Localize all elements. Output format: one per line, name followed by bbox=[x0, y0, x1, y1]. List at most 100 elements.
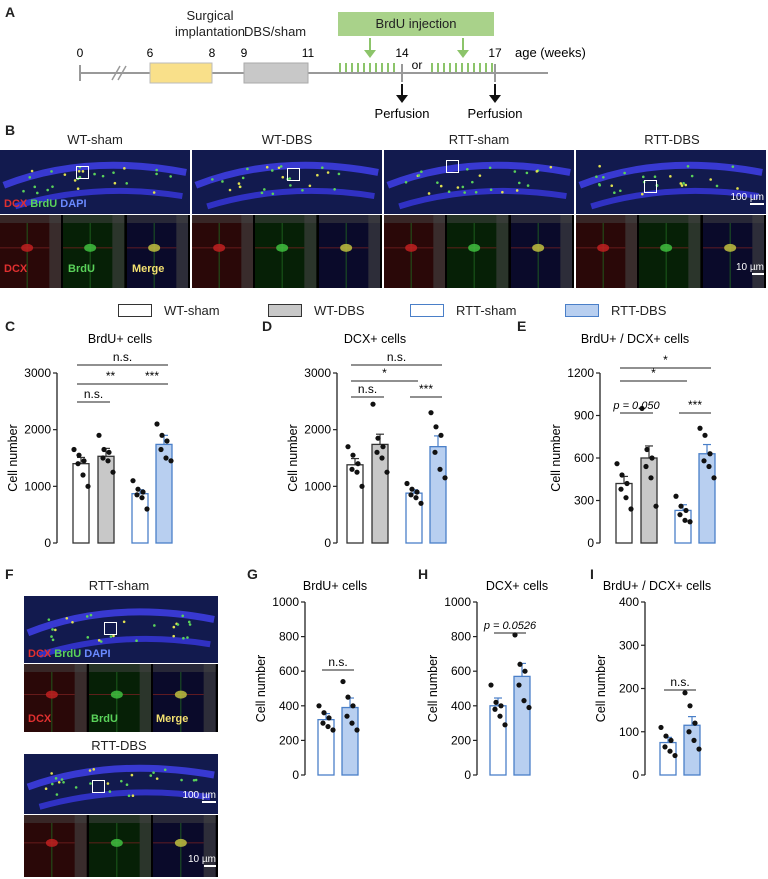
chart-i: BrdU+ / DCX+ cells Cell number 0 100 200 300 4… bbox=[594, 579, 711, 782]
bar-rtt-dbs bbox=[513, 675, 531, 776]
dentate-gyrus-band-upper bbox=[26, 764, 215, 791]
labeled-cell-dot bbox=[669, 175, 672, 178]
significance-label: ** bbox=[106, 369, 116, 383]
data-point bbox=[497, 713, 503, 719]
data-point bbox=[325, 723, 331, 730]
data-point bbox=[408, 492, 414, 498]
cell-soma bbox=[276, 243, 289, 252]
labeled-cell-dot bbox=[478, 174, 482, 177]
labeled-cell-dot bbox=[125, 783, 129, 787]
b-inset-label-brdu: BrdU bbox=[68, 263, 95, 275]
labeled-cell-dot bbox=[89, 782, 92, 785]
y-tick-label: 200 bbox=[279, 733, 299, 747]
labeled-cell-dot bbox=[188, 623, 192, 626]
labeled-cell-dot bbox=[526, 184, 530, 187]
perfusion-label-2: Perfusion bbox=[468, 106, 523, 121]
roi-box bbox=[446, 160, 459, 173]
merge-inset bbox=[153, 815, 216, 877]
data-point bbox=[134, 492, 140, 498]
labeled-cell-dot bbox=[182, 636, 185, 640]
labeled-cell-dot bbox=[163, 768, 167, 772]
labeled-cell-dot bbox=[308, 184, 312, 188]
cell-soma bbox=[45, 838, 58, 847]
labeled-cell-dot bbox=[436, 181, 439, 184]
y-tick-label: 600 bbox=[451, 664, 471, 678]
y-tick-label: 900 bbox=[574, 409, 594, 423]
labeled-cell-dot bbox=[62, 780, 65, 784]
dentate-gyrus-band-upper bbox=[26, 608, 215, 637]
labeled-cell-dot bbox=[288, 177, 292, 180]
b-title-rtt-sham: RTT-sham bbox=[448, 132, 510, 147]
labeled-cell-dot bbox=[709, 178, 712, 181]
labeled-cell-dot bbox=[474, 190, 478, 194]
data-point bbox=[375, 435, 381, 441]
labeled-cell-dot bbox=[127, 794, 131, 798]
b-overview-image bbox=[192, 150, 382, 214]
data-point bbox=[139, 495, 145, 501]
brdu-inset bbox=[639, 215, 701, 288]
labeled-cell-dot bbox=[619, 189, 622, 193]
data-point bbox=[81, 458, 87, 464]
labeled-cell-dot bbox=[281, 175, 285, 179]
labeled-cell-dot bbox=[682, 182, 685, 185]
cell-soma bbox=[45, 690, 58, 699]
labeled-cell-dot bbox=[463, 191, 466, 194]
labeled-cell-dot bbox=[271, 192, 275, 196]
data-point bbox=[433, 424, 439, 430]
data-point bbox=[682, 690, 688, 696]
data-point bbox=[100, 455, 106, 461]
data-point bbox=[85, 483, 91, 489]
orthogonal-view-strip-top bbox=[24, 815, 87, 823]
data-point bbox=[413, 495, 419, 501]
f-inset-label-dcx: DCX bbox=[28, 713, 52, 725]
labeled-cell-dot bbox=[265, 165, 269, 169]
labeled-cell-dot bbox=[610, 184, 614, 188]
bar-wt-dbs bbox=[640, 457, 658, 544]
labeled-cell-dot bbox=[101, 174, 105, 178]
data-point bbox=[673, 493, 679, 499]
b-scale-10-line bbox=[752, 273, 764, 275]
data-point bbox=[687, 519, 693, 525]
legend-swatch-rtt-dbs bbox=[565, 304, 599, 317]
labeled-cell-dot bbox=[602, 175, 605, 179]
y-tick-label: 400 bbox=[279, 699, 299, 713]
labeled-cell-dot bbox=[715, 184, 719, 188]
brdu-inset bbox=[88, 664, 152, 732]
data-point bbox=[414, 489, 420, 495]
axis-break-2 bbox=[117, 65, 127, 81]
roi-box bbox=[287, 168, 300, 181]
data-point bbox=[321, 710, 327, 716]
cell-soma bbox=[468, 243, 481, 252]
data-point bbox=[349, 720, 355, 726]
data-point bbox=[682, 517, 688, 523]
b-stain-dapi: DAPI bbox=[60, 198, 87, 210]
perfusion-arrowhead-1 bbox=[396, 95, 408, 103]
merge-inset bbox=[153, 664, 216, 732]
labeled-cell-dot bbox=[598, 183, 601, 186]
labeled-cell-dot bbox=[289, 184, 292, 187]
cell-soma bbox=[147, 243, 160, 252]
data-point bbox=[521, 698, 527, 704]
bar-rtt-sham bbox=[659, 741, 677, 776]
panel-letter-i: I bbox=[590, 566, 594, 582]
brdu-inset bbox=[63, 215, 125, 288]
data-point bbox=[492, 706, 498, 712]
data-point bbox=[678, 503, 684, 509]
labeled-cell-dot bbox=[489, 188, 493, 192]
cell-soma bbox=[110, 690, 123, 699]
data-point bbox=[355, 461, 361, 467]
b-stain-dcx: DCX bbox=[4, 198, 28, 210]
labeled-cell-dot bbox=[466, 168, 469, 171]
surgical-label-line2: implantation bbox=[174, 24, 246, 39]
data-point bbox=[144, 506, 150, 512]
significance-label: n.s. bbox=[113, 350, 132, 364]
b-title-wt-dbs: WT-DBS bbox=[261, 132, 313, 147]
labeled-cell-dot bbox=[535, 170, 539, 173]
y-tick-label: 0 bbox=[44, 536, 51, 550]
f-title-sham: RTT-sham bbox=[88, 578, 150, 593]
b-overview-image bbox=[576, 150, 766, 214]
brdu-arrowhead-2 bbox=[457, 50, 469, 58]
data-point bbox=[672, 752, 678, 759]
labeled-cell-dot bbox=[427, 192, 431, 195]
